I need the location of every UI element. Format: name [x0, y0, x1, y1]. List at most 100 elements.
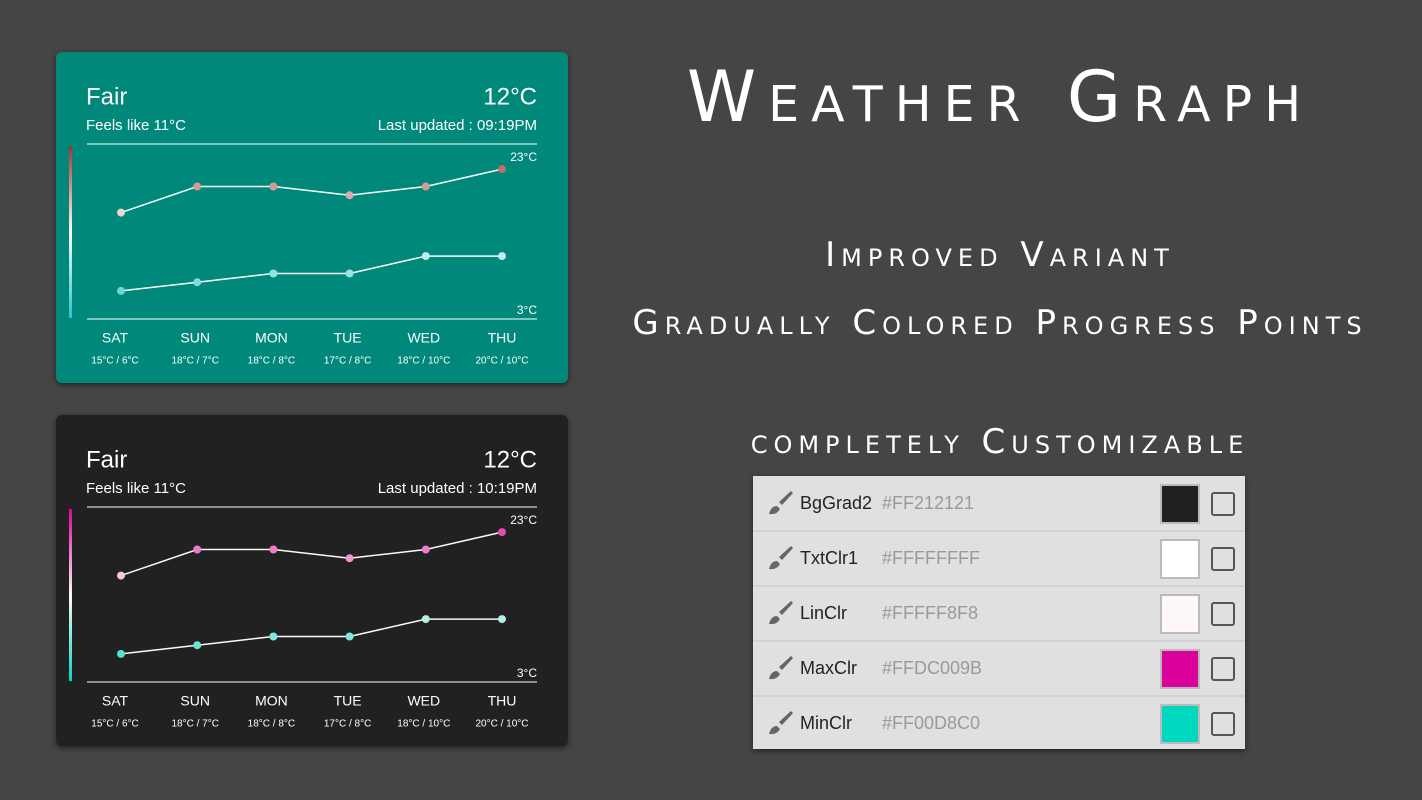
y-tick-label: 23°C — [510, 513, 537, 527]
widget-background — [56, 415, 568, 746]
temperature-point — [498, 528, 506, 537]
day-temps: 18°C / 7°C — [171, 356, 218, 367]
day-label: SAT — [102, 693, 129, 709]
feels-like: Feels like 11°C — [86, 117, 186, 134]
temperature-point — [345, 269, 354, 278]
day-label: THU — [488, 330, 517, 346]
day-label: SUN — [180, 330, 210, 346]
temperature-point — [421, 252, 430, 261]
color-scale-bar — [69, 146, 72, 318]
feels-like: Feels like 11°C — [86, 480, 186, 497]
day-label: MON — [255, 693, 288, 709]
temperature-point — [269, 632, 278, 641]
temperature-point — [269, 545, 278, 554]
app-title: Weather Graph — [686, 56, 1314, 138]
brush-icon — [769, 711, 793, 735]
feature-text: completely Customizable — [750, 422, 1250, 462]
settings-panel: BgGrad2 #FF212121 TxtClr1 #FFFFFFFF LinClr #F… — [753, 476, 1245, 749]
brush-icon — [769, 546, 793, 570]
feature-text: Gradually Colored Progress Points — [632, 303, 1368, 343]
widget-background — [56, 52, 568, 383]
setting-name: TxtClr1 — [800, 548, 858, 568]
color-swatch[interactable] — [1160, 704, 1200, 744]
day-temps: 15°C / 6°C — [91, 356, 138, 367]
y-tick-label: 23°C — [510, 150, 537, 164]
setting-value: #FFFFFFFF — [882, 548, 980, 568]
color-swatch[interactable] — [1160, 539, 1200, 579]
day-label: SUN — [180, 693, 210, 709]
weather-widget: Fair 12°C Feels like 11°C Last updated : 10… — [56, 415, 568, 746]
setting-row[interactable]: MaxClr #FFDC009B — [753, 640, 1245, 689]
setting-name: LinClr — [800, 603, 847, 623]
temperature-point — [117, 286, 125, 295]
day-label: WED — [407, 330, 440, 346]
temperature-point — [498, 165, 506, 174]
day-label: MON — [255, 330, 288, 346]
temperature-point — [345, 554, 354, 563]
brush-icon — [769, 601, 793, 625]
setting-value: #FFFFF8F8 — [882, 603, 978, 623]
temperature-point — [345, 191, 354, 200]
setting-row[interactable]: BgGrad2 #FF212121 — [769, 484, 1235, 524]
setting-row[interactable]: LinClr #FFFFF8F8 — [753, 585, 1245, 634]
color-swatch[interactable] — [1160, 484, 1200, 524]
temperature-line — [120, 168, 503, 214]
day-temps: 18°C / 8°C — [248, 356, 295, 367]
setting-value: #FF00D8C0 — [882, 713, 980, 733]
brush-icon — [769, 656, 793, 680]
temperature-line — [120, 618, 502, 655]
day-temps: 18°C / 10°C — [397, 356, 450, 367]
day-label: TUE — [334, 693, 362, 709]
checkbox[interactable] — [1211, 547, 1235, 571]
current-temperature: 12°C — [483, 83, 537, 110]
setting-value: #FFDC009B — [882, 658, 982, 678]
setting-name: MaxClr — [800, 658, 857, 678]
temperature-point — [421, 545, 430, 554]
temperature-point — [421, 615, 430, 624]
checkbox[interactable] — [1211, 492, 1235, 516]
temperature-point — [193, 278, 202, 287]
temperature-point — [269, 182, 278, 191]
day-label: TUE — [334, 330, 362, 346]
day-temps: 18°C / 8°C — [248, 719, 295, 730]
temperature-point — [269, 269, 278, 278]
day-temps: 18°C / 7°C — [171, 719, 218, 730]
temperature-point — [498, 615, 506, 624]
setting-row[interactable]: MinClr #FF00D8C0 — [753, 695, 1245, 744]
day-temps: 17°C / 8°C — [324, 356, 371, 367]
temperature-line — [120, 255, 502, 292]
temperature-point — [345, 632, 354, 641]
temperature-point — [193, 641, 202, 650]
temperature-line — [120, 531, 503, 577]
condition: Fair — [86, 446, 127, 473]
day-temps: 20°C / 10°C — [475, 719, 528, 730]
current-temperature: 12°C — [483, 446, 537, 473]
color-swatch[interactable] — [1160, 649, 1200, 689]
y-tick-label: 3°C — [517, 666, 537, 680]
day-label: THU — [488, 693, 517, 709]
setting-name: BgGrad2 — [800, 493, 872, 513]
temperature-point — [193, 545, 202, 554]
day-temps: 20°C / 10°C — [475, 356, 528, 367]
checkbox[interactable] — [1211, 712, 1235, 736]
setting-value: #FF212121 — [882, 493, 974, 513]
temperature-point — [117, 649, 125, 658]
temperature-point — [193, 182, 202, 191]
setting-row[interactable]: TxtClr1 #FFFFFFFF — [753, 530, 1245, 579]
brush-icon — [769, 491, 793, 515]
setting-name: MinClr — [800, 713, 852, 733]
temperature-point — [117, 571, 125, 580]
day-temps: 18°C / 10°C — [397, 719, 450, 730]
day-label: WED — [407, 693, 440, 709]
last-updated: Last updated : 09:19PM — [378, 117, 537, 134]
temperature-point — [421, 182, 430, 191]
day-temps: 15°C / 6°C — [91, 719, 138, 730]
temperature-point — [498, 252, 506, 261]
weather-widget: Fair 12°C Feels like 11°C Last updated : 09… — [56, 52, 568, 383]
feature-text: Improved Variant — [825, 235, 1175, 275]
checkbox[interactable] — [1211, 602, 1235, 626]
checkbox[interactable] — [1211, 657, 1235, 681]
color-swatch[interactable] — [1160, 594, 1200, 634]
